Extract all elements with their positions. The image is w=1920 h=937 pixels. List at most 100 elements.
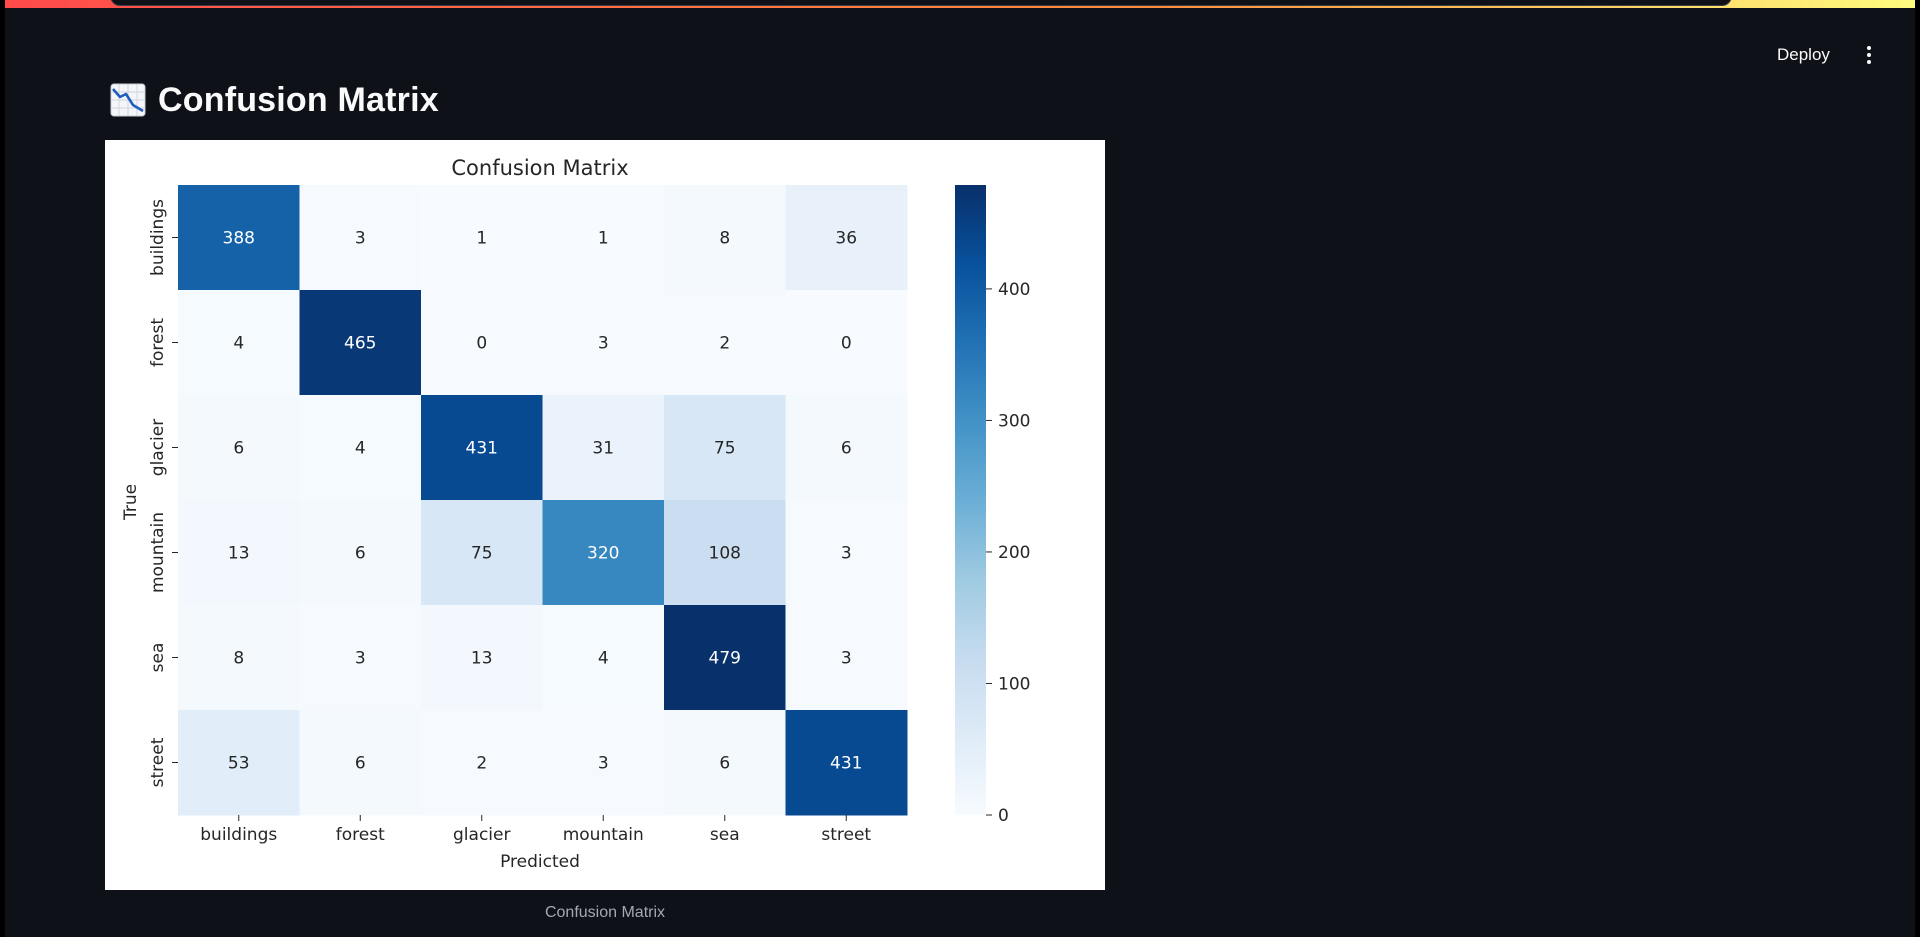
colorbar-tick-label: 100 (998, 674, 1030, 694)
y-tick-label: glacier (148, 419, 168, 476)
cell-value-label: 3 (841, 649, 852, 669)
y-tick-label: mountain (148, 512, 168, 593)
x-axis-label: Predicted (500, 852, 580, 872)
heatmap-cell (664, 710, 786, 816)
cell-value-label: 1 (476, 229, 487, 249)
heatmap-cell (785, 605, 908, 711)
cell-value-label: 388 (223, 229, 255, 249)
cell-value-label: 8 (719, 229, 730, 249)
colorbar-tick-label: 200 (998, 543, 1030, 563)
heatmap-cell (785, 290, 908, 396)
heatmap-cell (664, 395, 786, 501)
y-tick-label: street (148, 737, 168, 787)
cell-value-label: 4 (233, 334, 244, 354)
x-tick-label: glacier (453, 825, 510, 845)
deploy-button[interactable]: Deploy (1777, 45, 1830, 64)
cell-value-label: 0 (841, 334, 852, 354)
x-tick-label: sea (710, 825, 740, 845)
heatmap-cell (178, 500, 300, 606)
heatmap-cell (542, 185, 665, 291)
heatmap-cell (299, 605, 422, 711)
cell-value-label: 6 (355, 754, 366, 774)
cell-value-label: 0 (476, 334, 487, 354)
cell-value-label: 13 (471, 649, 493, 669)
cell-value-label: 108 (709, 544, 741, 564)
cell-value-label: 13 (228, 544, 250, 564)
y-axis-label: True (121, 484, 141, 521)
heatmap-cell (664, 290, 786, 396)
cell-value-label: 6 (719, 754, 730, 774)
cell-value-label: 4 (355, 439, 366, 459)
x-tick-label: street (821, 825, 871, 845)
heatmap-cell (542, 395, 665, 501)
cell-value-label: 75 (714, 439, 736, 459)
heatmap-cell (178, 185, 300, 291)
cell-value-label: 36 (835, 229, 857, 249)
heatmap-cell (178, 290, 300, 396)
heatmap-cell (664, 185, 786, 291)
cell-value-label: 3 (841, 544, 852, 564)
page-title: Confusion Matrix (158, 80, 439, 119)
colorbar-tick-label: 400 (998, 280, 1030, 300)
kebab-menu-icon[interactable] (1857, 42, 1881, 68)
heatmap-cell (785, 710, 908, 816)
heatmap-cell (299, 290, 422, 396)
cell-value-label: 6 (233, 439, 244, 459)
cell-value-label: 320 (587, 544, 619, 564)
heatmap-cell (542, 605, 665, 711)
cell-value-label: 479 (709, 649, 741, 669)
cell-value-label: 431 (466, 439, 498, 459)
cell-value-label: 465 (344, 334, 376, 354)
colorbar-tick-label: 300 (998, 411, 1030, 431)
cell-value-label: 2 (719, 334, 730, 354)
figure-caption: Confusion Matrix (544, 904, 666, 921)
confusion-matrix-figure: Confusion Matrix 388 3 1 1 8 36 4 465 0 3 2 0 6 4 431 3… (105, 140, 1105, 890)
y-tick-label: sea (148, 643, 168, 673)
heatmap-cell (785, 500, 908, 606)
heatmap-cell (299, 710, 422, 816)
chart-decreasing-icon (110, 83, 146, 117)
cell-value-label: 53 (228, 754, 250, 774)
colorbar (955, 185, 986, 815)
confusion-matrix-chart: Confusion Matrix 388 3 1 1 8 364 465 0 3 2 06 4 431 3… (121, 156, 1030, 872)
cell-value-label: 3 (355, 229, 366, 249)
heatmap-cell (542, 290, 665, 396)
heatmap-cell (421, 710, 543, 816)
heatmap-cell (421, 395, 543, 501)
heatmap-cell (542, 500, 665, 606)
heatmap-cell (178, 395, 300, 501)
top-frame (110, 0, 1732, 6)
heatmap-cell (542, 710, 665, 816)
heatmap-cell (421, 290, 543, 396)
cell-value-label: 4 (598, 649, 609, 669)
heatmap-cell (299, 500, 422, 606)
heatmap-cell (785, 185, 908, 291)
cell-value-label: 75 (471, 544, 493, 564)
cell-value-label: 1 (598, 229, 609, 249)
page-title-row: Confusion Matrix (110, 78, 439, 122)
cell-value-label: 3 (598, 754, 609, 774)
chart-title: Confusion Matrix (451, 156, 628, 180)
colorbar-tick-label: 0 (998, 806, 1009, 826)
cell-value-label: 31 (592, 439, 614, 459)
cell-value-label: 6 (355, 544, 366, 564)
y-tick-label: forest (148, 318, 168, 367)
heatmap-cell (299, 185, 422, 291)
cell-value-label: 2 (476, 754, 487, 774)
y-tick-label: buildings (148, 199, 168, 276)
heatmap-cell (178, 710, 300, 816)
heatmap-cell (785, 395, 908, 501)
heatmap-cell (421, 185, 543, 291)
heatmap-cell (664, 500, 786, 606)
heatmap-cell (421, 605, 543, 711)
x-tick-label: mountain (563, 825, 644, 845)
x-tick-label: buildings (200, 825, 277, 845)
cell-value-label: 3 (598, 334, 609, 354)
cell-value-label: 8 (233, 649, 244, 669)
cell-value-label: 3 (355, 649, 366, 669)
cell-value-label: 431 (830, 754, 862, 774)
heatmap-cell (664, 605, 786, 711)
heatmap-cell (299, 395, 422, 501)
heatmap-cell (178, 605, 300, 711)
app-window: Deploy Confusion Matrix (5, 0, 1915, 937)
